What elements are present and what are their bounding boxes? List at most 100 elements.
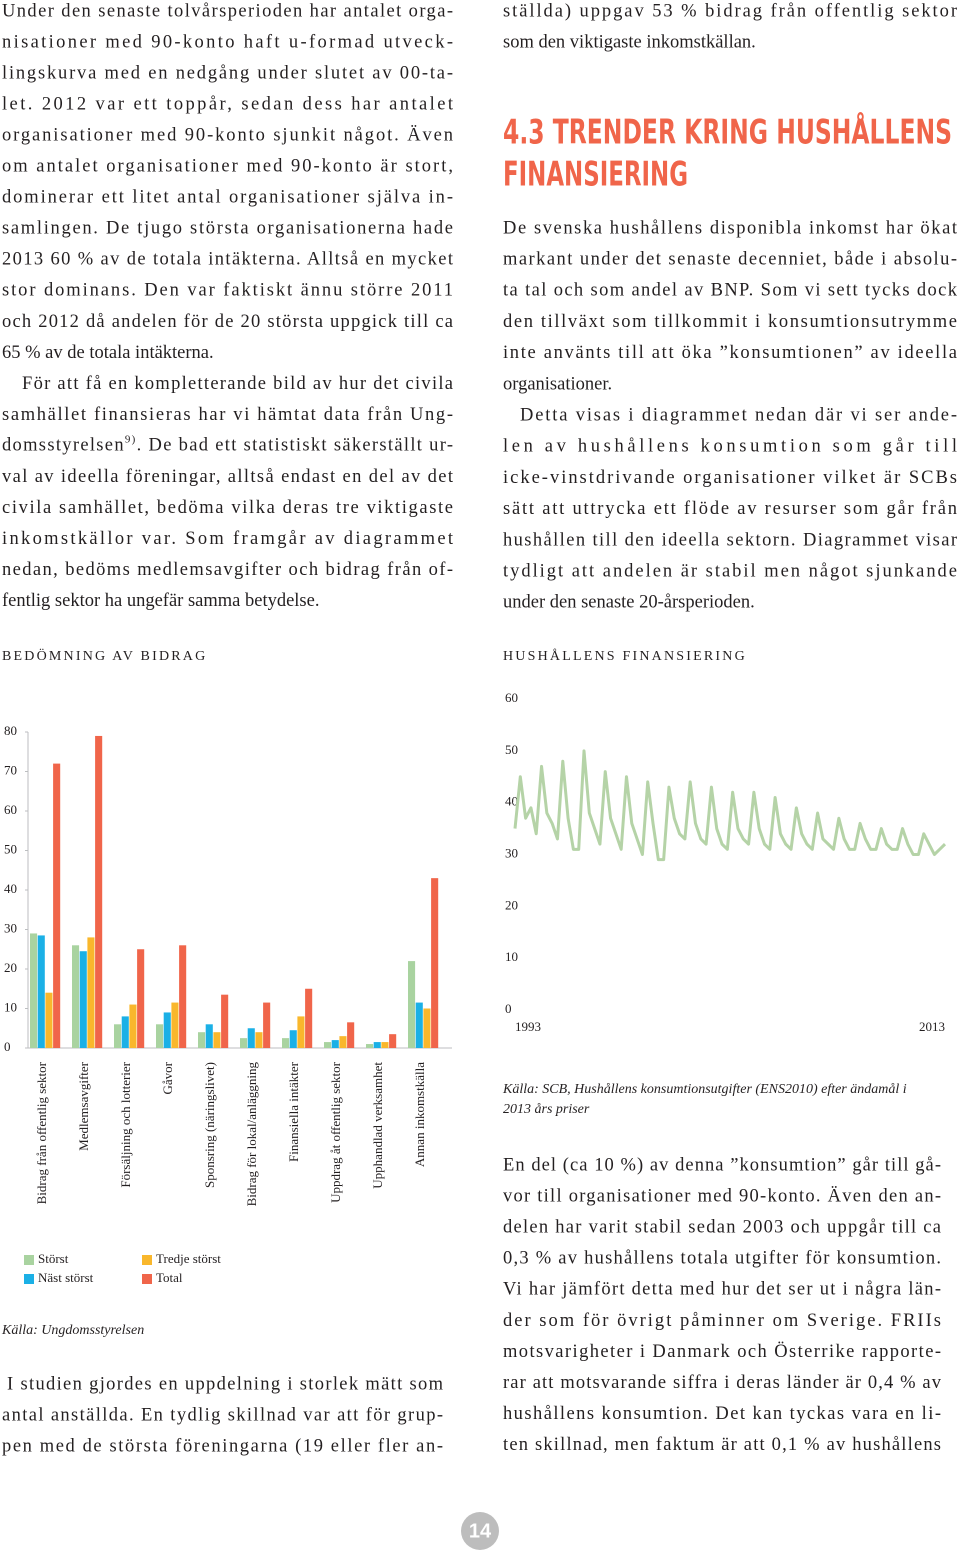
text-line: val av ideella föreningar, alltså endast… <box>2 467 454 487</box>
bar <box>331 1040 339 1048</box>
bar <box>289 1030 297 1048</box>
bar <box>114 1024 122 1048</box>
text-line: samhället finansieras har vi hämtat data… <box>2 405 453 425</box>
text-line: antal anställda. En tydlig skillnad var … <box>2 1405 443 1425</box>
y-tick-label: 30 <box>4 920 17 935</box>
text-line: hushållens konsumtion. Det kan tyckas va… <box>503 1404 941 1424</box>
bar <box>156 1024 164 1048</box>
text-line: För att få en kompletterande bild av hur… <box>22 374 453 394</box>
page-number: 14 <box>469 1520 492 1542</box>
legend-swatch <box>142 1255 152 1265</box>
text-line: nisationer med 90-konto haft u-formad ut… <box>2 32 453 52</box>
text-line: under den senaste 20-årsperioden. <box>503 593 755 613</box>
text-line: len av hushållens konsumtion som går til… <box>503 437 957 457</box>
bar <box>213 1032 221 1048</box>
bar <box>263 1002 271 1048</box>
bar <box>30 933 38 1048</box>
text-line: organisationer med 90-konto sjunkit någo… <box>2 124 453 145</box>
bar <box>247 1028 255 1048</box>
legend-swatch <box>142 1274 152 1284</box>
y-tick-label: 60 <box>505 690 518 705</box>
text-line: 2013 60 % av de totala intäkterna. Allts… <box>2 250 454 270</box>
bar <box>95 735 103 1048</box>
chart-source: Källa: SCB, Hushållens konsumtionsutgift… <box>502 1082 907 1097</box>
bar <box>381 1042 389 1048</box>
y-tick-label: 10 <box>4 999 17 1014</box>
bar <box>37 935 45 1048</box>
bar <box>163 1012 171 1048</box>
y-tick-label: 10 <box>505 949 518 964</box>
text-line: rar att motsvarande siffra i deras lände… <box>503 1373 942 1393</box>
bar <box>255 1032 263 1048</box>
text-line: civila samhället, bedöma vilka deras tre… <box>2 498 453 518</box>
chart-title: BEDÖMNING AV BIDRAG <box>2 647 207 664</box>
text-line: ten skillnad, men faktum är att 0,1 % av… <box>503 1435 941 1455</box>
legend-swatch <box>24 1274 34 1284</box>
text-line: pen med de största föreningarna (19 elle… <box>2 1436 443 1456</box>
legend-label: Tredje störst <box>156 1251 221 1266</box>
text-line: dominerar ett litet antal organisationer… <box>2 188 453 208</box>
y-tick-label: 40 <box>4 881 17 896</box>
bar <box>324 1042 332 1048</box>
x-tick-label: Bidrag från offentlig sektor <box>34 1061 49 1204</box>
bar <box>389 1034 397 1048</box>
bar <box>347 1022 355 1048</box>
text-line: icke-vinstdrivande organisationer vilket… <box>503 468 957 488</box>
text-run: domsstyrelsen <box>2 436 124 456</box>
text-line: De svenska hushållens disponibla inkomst… <box>503 218 958 238</box>
y-tick-label: 80 <box>4 723 17 738</box>
superscript: 9) <box>125 433 136 445</box>
bar <box>415 1002 423 1048</box>
text-line: fentlig sektor ha ungefär samma betydels… <box>2 591 319 611</box>
text-line: ställda) uppgav 53 % bidrag från offentl… <box>503 1 957 21</box>
y-tick-label: 50 <box>4 841 17 856</box>
bar <box>373 1042 381 1048</box>
text-line: inte använts till att öka ”konsumtionen”… <box>503 343 957 363</box>
chart-title: HUSHÅLLENS FINANSIERING <box>503 648 747 664</box>
x-tick-label: 1993 <box>515 1019 541 1034</box>
text-line: som den viktigaste inkomstkällan. <box>503 32 756 52</box>
y-tick-label: 20 <box>505 897 518 912</box>
text-line: samlingen. De tjugo största organisation… <box>2 219 453 239</box>
bar <box>198 1032 206 1048</box>
text-line: let. 2012 var ett toppår, sedan dess har… <box>2 94 454 114</box>
y-tick-label: 30 <box>505 845 518 860</box>
bar <box>72 945 80 1048</box>
text-line: hushållen till den ideella sektorn. Diag… <box>503 530 957 550</box>
legend-label: Total <box>156 1270 183 1285</box>
y-tick-label: 60 <box>4 802 17 817</box>
text-line: vor till organisationer med 90-konto. Äv… <box>503 1185 941 1206</box>
bar <box>221 994 229 1048</box>
x-tick-label: Medlemsavgifter <box>76 1061 91 1150</box>
y-tick-label: 0 <box>505 1001 512 1016</box>
x-tick-label: Gåvor <box>160 1061 175 1094</box>
bar <box>121 1016 129 1048</box>
chart-source: Källa: Ungdomsstyrelsen <box>1 1323 144 1338</box>
text-line: markant under det senaste decenniet, båd… <box>503 249 957 269</box>
legend-label: Störst <box>38 1251 69 1266</box>
bar <box>171 1002 179 1048</box>
legend-label: Näst störst <box>38 1270 94 1285</box>
bar <box>179 945 187 1048</box>
text-line: organisationer. <box>503 374 612 394</box>
bar <box>366 1044 374 1048</box>
x-tick-label: Försäljning och lotterier <box>118 1061 133 1187</box>
text-line: Vi har jämfört detta med hur det ser ut … <box>503 1280 941 1300</box>
legend-swatch <box>24 1255 34 1265</box>
bar <box>87 937 95 1048</box>
section-heading: FINANSIERING <box>503 155 688 195</box>
text-line: och 2012 då andelen för de 20 största up… <box>2 312 453 332</box>
bar <box>423 1008 431 1048</box>
bar <box>205 1024 213 1048</box>
text-line: En del (ca 10 %) av denna ”konsumtion” g… <box>503 1155 941 1175</box>
text-line: sätt att uttrycka ett flöde av resurser … <box>503 499 957 519</box>
bar <box>53 763 61 1048</box>
y-tick-label: 20 <box>4 960 17 975</box>
text-line: ta tal och som andel av BNP. Som vi sett… <box>503 281 958 301</box>
bar <box>305 988 313 1048</box>
text-line: domsstyrelsen9). De bad ett statistiskt … <box>2 433 453 456</box>
x-tick-label: Bidrag för lokal/anläggning <box>244 1062 259 1207</box>
y-tick-label: 50 <box>505 742 518 757</box>
text-line: den tillväxt som tillkommit i konsumtion… <box>503 312 957 332</box>
